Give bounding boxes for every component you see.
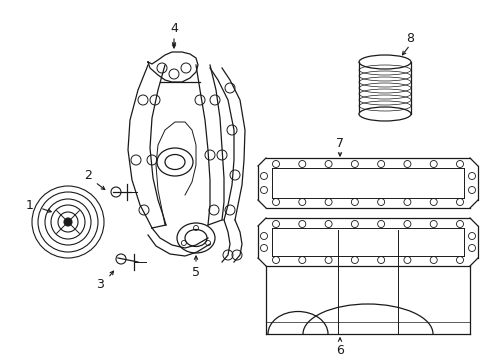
Circle shape	[64, 218, 72, 226]
Ellipse shape	[358, 55, 410, 69]
Text: 4: 4	[170, 22, 178, 35]
Text: 8: 8	[405, 32, 413, 45]
Text: 7: 7	[335, 136, 343, 149]
Text: 6: 6	[335, 343, 343, 356]
Text: 5: 5	[192, 266, 200, 279]
Text: 1: 1	[26, 198, 34, 212]
Text: 3: 3	[96, 279, 104, 292]
Text: 2: 2	[84, 168, 92, 181]
Ellipse shape	[358, 107, 410, 121]
